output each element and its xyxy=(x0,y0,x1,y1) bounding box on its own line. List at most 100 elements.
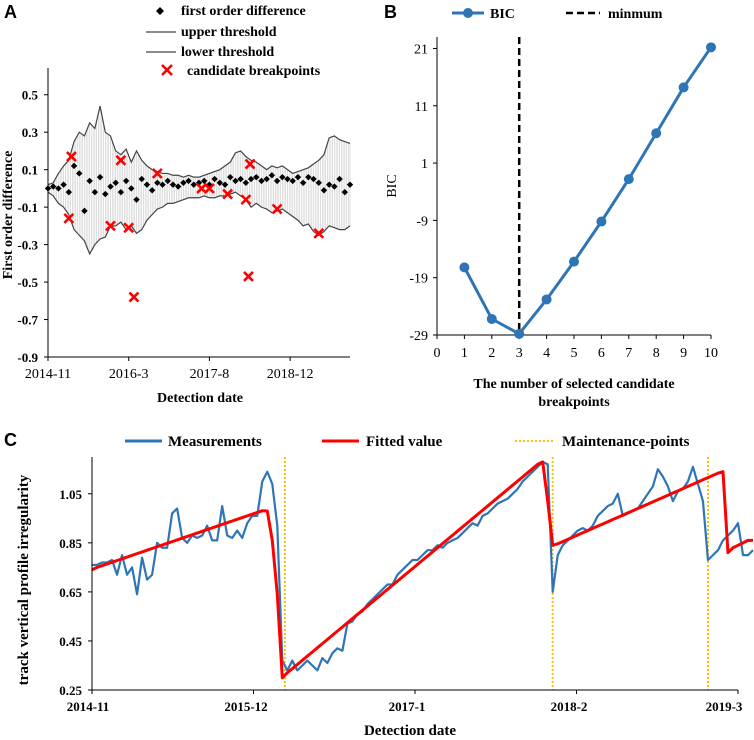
a-breakpoint-stroke xyxy=(240,194,252,206)
c-maintenance-lines xyxy=(283,457,709,690)
a-diff-point xyxy=(81,207,88,215)
b-bic-line xyxy=(463,46,713,336)
a-breakpoint-marker xyxy=(66,151,77,162)
a-legend-label: upper threshold xyxy=(181,25,277,40)
a-diff-point xyxy=(227,173,234,181)
b-legend-label: BIC xyxy=(490,7,515,22)
c-x-tick-label: 2018-2 xyxy=(551,699,588,714)
c-x-tick-label: 2019-3 xyxy=(706,699,743,714)
c-fitted-line xyxy=(91,460,754,680)
panel-a-chart: -0.9-0.7-0.5-0.3-0.10.10.30.5 2014-11 201… xyxy=(1,4,354,406)
a-diff-point xyxy=(247,175,255,183)
a-y-tick-label: -0.9 xyxy=(17,350,38,365)
a-breakpoint-stroke xyxy=(151,167,163,179)
a-lower-threshold-line xyxy=(47,191,351,256)
a-diff-point xyxy=(331,183,338,190)
a-breakpoint-marker xyxy=(243,271,254,282)
a-diff-point xyxy=(102,190,109,198)
a-diff-point xyxy=(148,187,156,194)
a-diff-point xyxy=(159,181,166,188)
a-diff-point xyxy=(174,183,182,190)
b-x-tick-label: 4 xyxy=(543,346,550,361)
b-bic-point xyxy=(459,262,470,273)
a-breakpoint-stroke xyxy=(128,291,140,303)
a-breakpoint-stroke xyxy=(63,212,75,224)
a-breakpoint-stroke xyxy=(222,188,234,200)
c-x-ticks: 2014-11 2015-12 2017-1 2018-2 2019-3 xyxy=(67,690,743,714)
a-diff-point xyxy=(55,185,62,192)
b-x-tick-label: 9 xyxy=(680,346,687,361)
a-breakpoint-stroke xyxy=(66,151,77,162)
a-diff-point xyxy=(180,179,187,186)
a-breakpoint-stroke xyxy=(271,203,283,215)
b-legend-label: minmum xyxy=(608,7,663,22)
a-diff-point xyxy=(263,175,270,183)
b-x-title-line: breakpoints xyxy=(538,395,610,410)
a-diff-point xyxy=(237,175,244,183)
a-breakpoint-marker xyxy=(115,154,127,166)
a-diff-point xyxy=(112,179,119,186)
b-y-axis-title: BIC xyxy=(385,174,400,197)
a-diff-point xyxy=(195,179,203,186)
a-diff-point xyxy=(341,188,348,196)
a-diff-point xyxy=(117,188,125,196)
b-bic-point xyxy=(569,256,579,267)
a-x-axis-title: Detection date xyxy=(157,391,243,406)
b-x-tick-label: 8 xyxy=(653,346,660,361)
b-x-tick-label: 0 xyxy=(434,346,441,361)
b-bic-point xyxy=(596,216,607,227)
a-diff-point xyxy=(70,162,78,170)
a-breakpoint-marker xyxy=(123,222,135,234)
a-x-tick-label: 2018-12 xyxy=(267,367,314,382)
b-x-tick-label: 7 xyxy=(625,346,632,361)
b-bic-series xyxy=(459,42,716,339)
a-breakpoint-stroke xyxy=(244,158,256,170)
a-legend-label: candidate breakpoints xyxy=(187,64,321,79)
a-diff-point xyxy=(268,172,276,179)
a-breakpoint-stroke xyxy=(115,154,127,166)
a-diff-point xyxy=(284,175,291,183)
a-y-tick-label: -0.3 xyxy=(17,238,38,253)
a-diff-point xyxy=(185,177,192,185)
a-y-tick-label: 0.3 xyxy=(22,125,39,140)
b-bic-point xyxy=(486,313,497,324)
c-y-tick-label: 0.45 xyxy=(59,634,82,649)
b-bic-point xyxy=(651,128,662,139)
a-diff-point xyxy=(190,181,197,188)
a-diff-point xyxy=(138,175,145,183)
a-x-tick-label: 2017-8 xyxy=(190,367,230,382)
b-legend-bic-marker xyxy=(463,8,473,18)
a-y-axis-title: First order difference xyxy=(1,151,16,280)
a-diff-point xyxy=(294,173,302,181)
a-legend-label: first order difference xyxy=(181,4,306,19)
c-y-tick-label: 0.65 xyxy=(59,585,82,600)
a-diff-point xyxy=(315,179,322,186)
a-threshold-band xyxy=(47,105,351,254)
b-bic-point xyxy=(541,294,552,305)
a-breakpoint-marker xyxy=(128,291,140,303)
a-diff-point xyxy=(65,188,73,196)
a-diff-point xyxy=(325,181,333,188)
a-diff-point xyxy=(122,177,130,185)
b-x-tick-label: 1 xyxy=(461,346,468,361)
a-first-order-difference-points xyxy=(44,162,354,215)
panel-letter-a: A xyxy=(4,2,17,22)
a-diff-point xyxy=(320,187,328,194)
a-diff-point xyxy=(164,177,171,185)
a-diff-point xyxy=(221,181,229,188)
b-bic-point xyxy=(514,328,525,339)
b-y-tick-label: 1 xyxy=(421,157,428,172)
c-x-axis-title: Detection date xyxy=(364,723,456,739)
a-diff-point xyxy=(128,185,135,192)
a-x-tick-label: 2014-11 xyxy=(25,367,71,382)
a-breakpoint-marker xyxy=(240,194,252,206)
b-x-ticks: 0 1 2 3 4 5 6 7 8 9 10 xyxy=(434,335,718,361)
a-y-tick-label: -0.1 xyxy=(17,200,38,215)
c-x-tick-label: 2017-1 xyxy=(389,699,426,714)
a-y-tick-label: -0.5 xyxy=(17,275,38,290)
b-legend: BIC minmum xyxy=(452,7,663,22)
b-x-title-line: The number of selected candidate xyxy=(473,377,674,392)
a-diff-point xyxy=(154,179,161,186)
